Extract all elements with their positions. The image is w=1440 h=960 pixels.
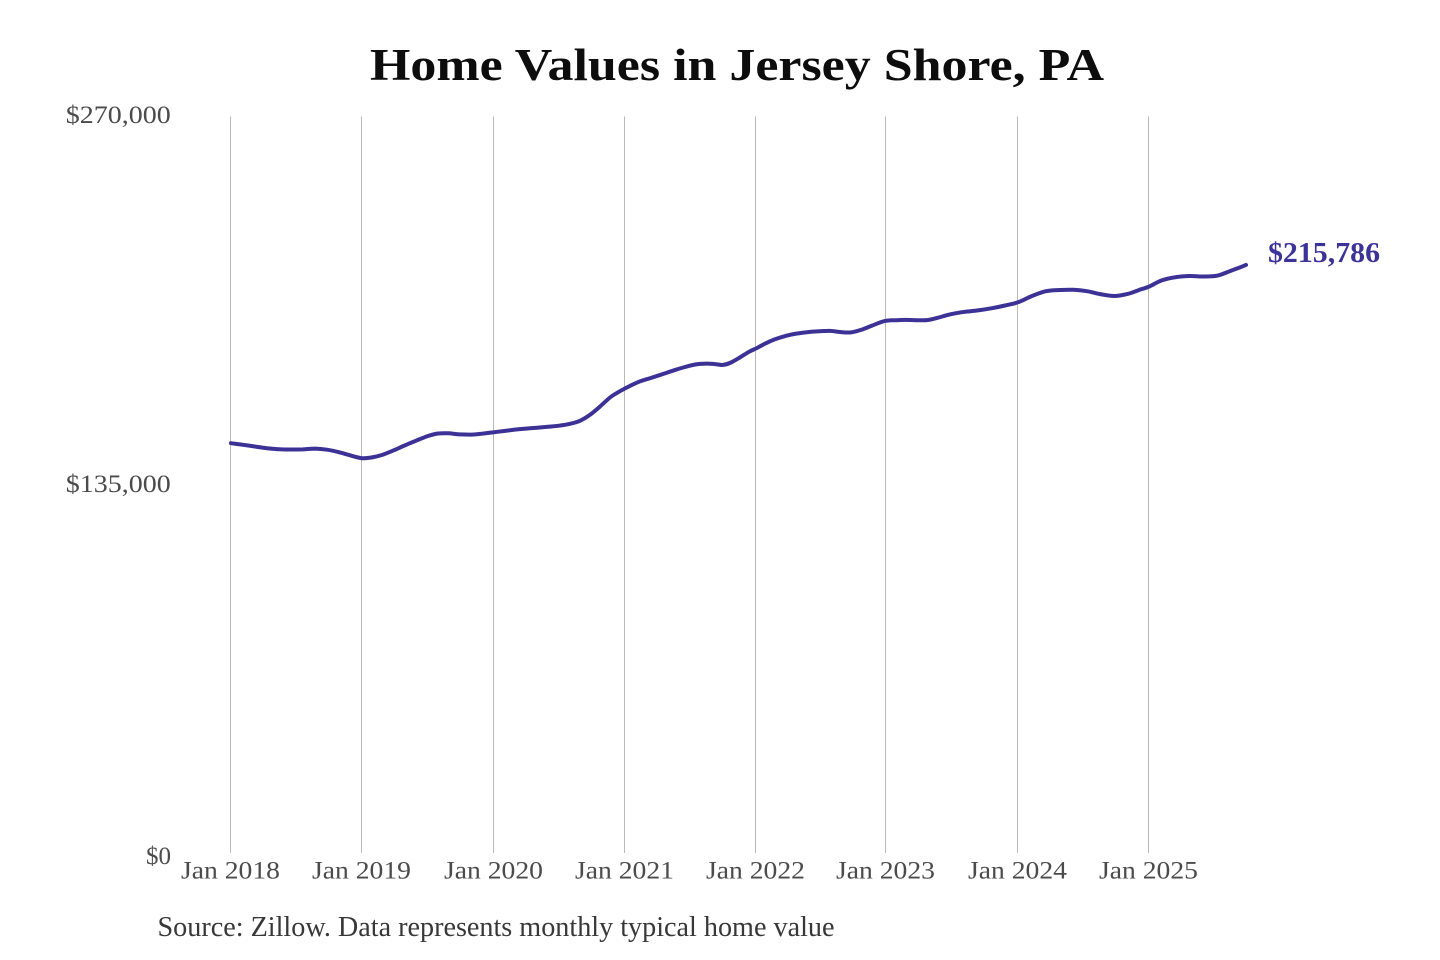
svg-text:Jan 2019: Jan 2019 xyxy=(312,858,411,885)
svg-text:$135,000: $135,000 xyxy=(66,471,171,498)
svg-text:Jan 2021: Jan 2021 xyxy=(575,858,674,885)
svg-text:$0: $0 xyxy=(146,843,171,870)
svg-text:Jan 2020: Jan 2020 xyxy=(444,858,543,885)
svg-text:Home Values in Jersey Shore, P: Home Values in Jersey Shore, PA xyxy=(370,40,1105,90)
svg-text:Jan 2023: Jan 2023 xyxy=(836,858,935,885)
svg-text:$270,000: $270,000 xyxy=(66,102,171,129)
svg-text:Jan 2025: Jan 2025 xyxy=(1099,858,1198,885)
svg-text:Jan 2022: Jan 2022 xyxy=(706,858,805,885)
svg-text:$215,786: $215,786 xyxy=(1268,238,1380,269)
svg-text:Source: Zillow. Data represent: Source: Zillow. Data represents monthly … xyxy=(158,911,835,943)
svg-text:Jan 2018: Jan 2018 xyxy=(181,858,280,885)
svg-text:Jan 2024: Jan 2024 xyxy=(968,858,1068,885)
